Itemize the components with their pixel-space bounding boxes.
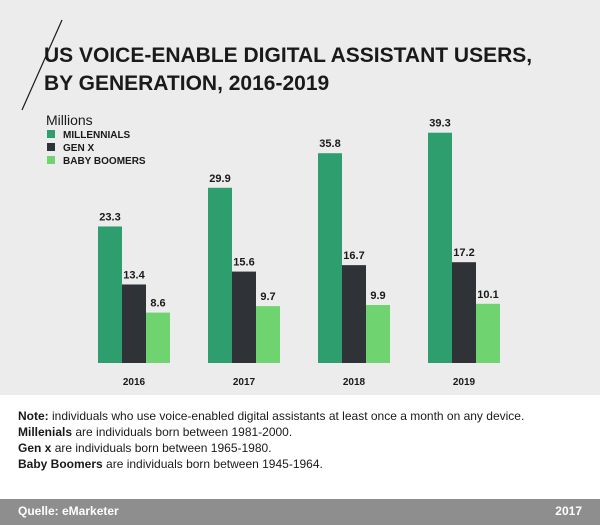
legend-label-millennials: MILLENNIALS: [63, 130, 131, 141]
legend-label-gen-x: GEN X: [63, 143, 94, 154]
bar-gen-x-2019: [452, 262, 476, 363]
value-label-millennials-2019: 39.3: [429, 118, 450, 130]
bar-millennials-2019: [428, 132, 452, 363]
title-slash: [21, 19, 63, 111]
y-axis-unit-label: Millions: [46, 112, 93, 128]
value-label-millennials-2017: 29.9: [209, 173, 230, 185]
bar-chart: US VOICE-ENABLE DIGITAL ASSISTANT USERS,…: [21, 19, 532, 388]
note-line-1: Millenials are individuals born between …: [18, 425, 293, 439]
footer-bar: Quelle: eMarketer 2017: [0, 499, 600, 525]
bar-millennials-2018: [318, 153, 342, 363]
value-label-baby-boomers-2019: 10.1: [477, 289, 498, 301]
footer-year: 2017: [555, 504, 582, 518]
bar-gen-x-2018: [342, 265, 366, 363]
value-labels-group: 23.3 13.4 8.6 29.9 15.6 9.7 35.8 16.7 9.9 39.3 17.…: [99, 118, 498, 310]
value-label-gen-x-2019: 17.2: [453, 247, 474, 259]
bar-baby-boomers-2018: [366, 304, 390, 363]
note-line-3: Baby Boomers are individuals born betwee…: [18, 457, 323, 471]
bar-millennials-2016: [98, 226, 122, 363]
x-tick-label-2019: 2019: [453, 377, 476, 388]
legend: MILLENNIALS GEN X BABY BOOMERS: [47, 130, 146, 167]
x-tick-label-2017: 2017: [233, 377, 256, 388]
value-label-millennials-2018: 35.8: [319, 138, 340, 150]
bar-baby-boomers-2017: [256, 306, 280, 363]
note-line-2: Gen x are individuals born between 1965-…: [18, 441, 272, 455]
value-label-baby-boomers-2018: 9.9: [370, 290, 385, 302]
value-label-gen-x-2016: 13.4: [123, 269, 145, 281]
value-label-baby-boomers-2016: 8.6: [150, 298, 165, 310]
value-label-baby-boomers-2017: 9.7: [260, 291, 275, 303]
bar-baby-boomers-2019: [476, 303, 500, 363]
bar-baby-boomers-2016: [146, 312, 170, 363]
x-tick-label-2016: 2016: [123, 377, 146, 388]
bars-group: [98, 132, 500, 363]
x-tick-label-2018: 2018: [343, 377, 366, 388]
legend-swatch-millennials: [47, 130, 55, 138]
value-label-gen-x-2017: 15.6: [233, 257, 254, 269]
chart-panel: US VOICE-ENABLE DIGITAL ASSISTANT USERS,…: [0, 0, 600, 395]
legend-swatch-baby-boomers: [47, 156, 55, 164]
legend-swatch-gen-x: [47, 143, 55, 151]
bar-gen-x-2017: [232, 271, 256, 363]
bar-millennials-2017: [208, 187, 232, 363]
chart-title-line2: BY GENERATION, 2016-2019: [44, 72, 329, 95]
bar-gen-x-2016: [122, 284, 146, 363]
chart-title-line1: US VOICE-ENABLE DIGITAL ASSISTANT USERS,: [44, 44, 532, 67]
notes-section: Note: individuals who use voice-enabled …: [18, 408, 588, 472]
value-label-gen-x-2018: 16.7: [343, 250, 364, 262]
legend-label-baby-boomers: BABY BOOMERS: [63, 156, 146, 167]
source-label: Quelle: eMarketer: [18, 504, 119, 518]
value-label-millennials-2016: 23.3: [99, 211, 120, 223]
x-tick-labels-group: 2016 2017 2018 2019: [123, 377, 476, 388]
note-line-0: Note: individuals who use voice-enabled …: [18, 409, 525, 423]
